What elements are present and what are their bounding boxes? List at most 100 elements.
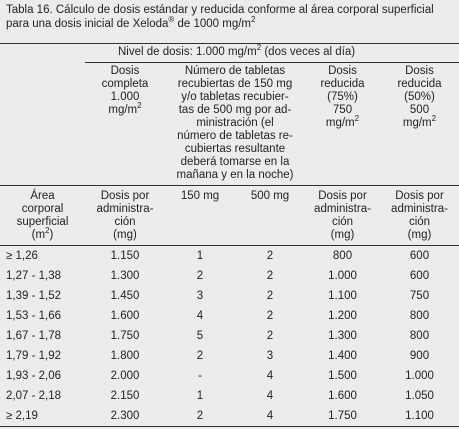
header-line: Dosis — [305, 65, 380, 78]
header-text: (75%) — [327, 91, 358, 103]
table-cell: 1,79 - 1,92 — [6, 350, 61, 362]
table-cell: 1.200 — [328, 310, 357, 322]
table-cell: 2,07 - 2,18 — [6, 390, 61, 402]
table-cell: 1.100 — [328, 290, 357, 302]
header-text: administra- — [96, 203, 154, 215]
header-line: mg/m2 — [380, 115, 459, 130]
table-cell: 600 — [409, 270, 430, 282]
table-cell: 1.450 — [110, 290, 140, 302]
header-text: mg/m — [402, 117, 432, 129]
header-line: deberá tomarse en la — [165, 156, 305, 169]
header-text: reducida — [320, 78, 365, 90]
header-line: 500 — [380, 104, 459, 117]
table-cell: 800 — [409, 330, 430, 342]
header-text: Dosis — [328, 65, 357, 77]
table-cell: 1 — [196, 390, 204, 402]
title-text: Tabla 16. Cálculo de dosis estándar y re… — [6, 4, 434, 30]
table-cell: 3 — [266, 350, 274, 362]
header-text: recubiertas de 150 mg — [177, 78, 293, 90]
header-text: reducida — [397, 78, 442, 90]
header-line: completa — [85, 78, 165, 91]
table-cell: 800 — [409, 310, 430, 322]
table-cell: ≥ 1,26 — [6, 250, 38, 262]
header-line: 500 mg — [235, 190, 305, 203]
header-text: (m — [31, 229, 46, 241]
table-cell: 1.800 — [110, 350, 140, 362]
table-cell: ≥ 2,19 — [6, 410, 38, 422]
header-text: mañana y en la noche) — [176, 169, 294, 181]
table-cell: 1,27 - 1,38 — [6, 270, 61, 282]
group-header-cell: Número de tabletas recubiertas de 150 mg y… — [165, 65, 305, 182]
header-text: (50%) — [404, 91, 435, 103]
column-header-cell: 500 mg — [235, 190, 305, 203]
table-cell: 2 — [266, 310, 274, 322]
header-line: Área — [0, 190, 85, 203]
table-cell: 1.750 — [110, 330, 140, 342]
group-header-cell: Dosis completa 1.000 mg/m2 — [85, 65, 165, 117]
header-text: tas de 500 mg por ad- — [178, 104, 292, 116]
table-cell: 2.300 — [110, 410, 140, 422]
table-cell: 1.100 — [405, 410, 434, 422]
header-line: (50%) — [380, 91, 459, 104]
header-text: 750 — [332, 104, 353, 116]
table-cell: - — [198, 370, 202, 382]
table-cell: 4 — [266, 390, 274, 402]
header-line: y/o tabletas recubier- — [165, 91, 305, 104]
group-header-cell: Dosis reducida (75%) 750 mg/m2 — [305, 65, 380, 130]
table-cell: 4 — [266, 410, 274, 422]
header-line: cubiertas resultante — [165, 143, 305, 156]
header-text: Dosis — [110, 65, 140, 77]
header-line: mg/m2 — [85, 102, 165, 117]
table-cell: 1.300 — [328, 330, 357, 342]
header-line: (m2) — [0, 227, 85, 242]
header-line: 1.000 — [85, 91, 165, 104]
header-text: Número de tabletas — [184, 65, 286, 77]
table-cell: 1.400 — [328, 350, 357, 362]
table-cell: 1.750 — [328, 410, 357, 422]
table-cell: 1 — [196, 250, 204, 262]
header-text: mg/m — [325, 117, 355, 129]
header-text: (mg) — [407, 229, 432, 241]
table-cell: 1.150 — [110, 250, 140, 262]
header-line: superficial — [0, 216, 85, 229]
table-cell: 2.000 — [110, 370, 140, 382]
table-cell: 750 — [409, 290, 430, 302]
header-line: mg/m2 — [305, 115, 380, 130]
header-text: ción — [408, 216, 431, 228]
dose-text: (dos veces al día) — [261, 46, 356, 58]
title-text: de 1000 mg/m — [174, 18, 252, 30]
table-cell: 2 — [196, 410, 204, 422]
table-cell: 4 — [196, 310, 204, 322]
table-cell: 600 — [409, 250, 430, 262]
header-text: administra- — [391, 203, 448, 215]
header-text: ción — [114, 216, 136, 228]
table-cell: 800 — [332, 250, 353, 262]
table-cell: 1.000 — [328, 270, 357, 282]
header-line: ción — [380, 216, 459, 229]
header-line: 150 mg — [165, 190, 235, 203]
header-line: (mg) — [305, 229, 380, 242]
header-line: (mg) — [85, 229, 165, 242]
header-line: Número de tabletas — [165, 65, 305, 78]
header-line: 750 — [305, 104, 380, 117]
header-line: mañana y en la noche) — [165, 169, 305, 182]
table-cell: 1.600 — [110, 310, 140, 322]
table-cell: 1.300 — [110, 270, 140, 282]
header-text: Dosis por — [395, 190, 444, 202]
header-line: Dosis — [380, 65, 459, 78]
header-text: Dosis por — [100, 190, 150, 202]
header-line: corporal — [0, 203, 85, 216]
title-sup: ® — [168, 15, 175, 25]
header-text: 500 mg — [250, 190, 290, 202]
table-cell: 2 — [266, 250, 274, 262]
table-cell: 2 — [196, 350, 204, 362]
header-text: administra- — [314, 203, 371, 215]
column-header-cell: Área corporal superficial (m2) — [0, 190, 85, 242]
header-text: y/o tabletas recubier- — [181, 91, 289, 103]
table-cell: 3 — [196, 290, 204, 302]
header-line: recubiertas de 150 mg — [165, 78, 305, 91]
table-cell: 1.050 — [405, 390, 434, 402]
table-cell: 2 — [196, 270, 204, 282]
table-cell: 1,39 - 1,52 — [6, 290, 61, 302]
